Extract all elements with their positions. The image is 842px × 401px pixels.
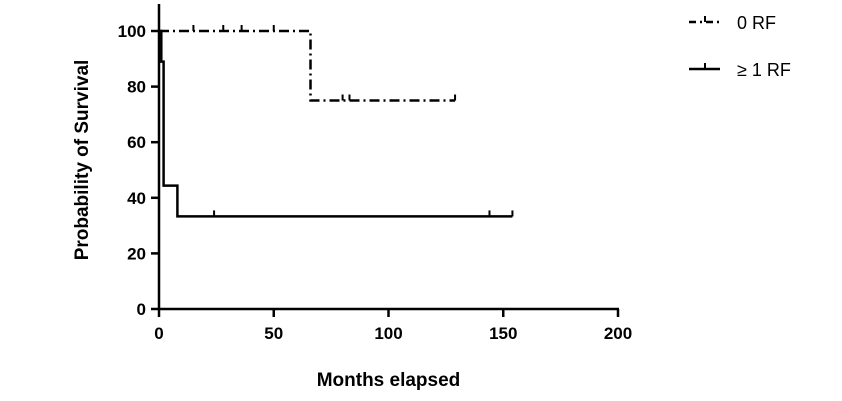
- series-zero-rf: [159, 25, 457, 102]
- legend-item: 0 RF: [689, 13, 776, 33]
- x-axis-title: Months elapsed: [317, 370, 461, 391]
- y-tick-label: 60: [127, 133, 146, 152]
- y-tick-label: 20: [127, 244, 146, 263]
- x-tick-label: 200: [604, 324, 632, 343]
- y-axis-title: Probability of Survival: [72, 60, 93, 261]
- survival-step-line: [159, 29, 456, 102]
- x-tick-label: 0: [154, 324, 163, 343]
- y-tick-label: 0: [137, 300, 146, 319]
- legend-label: ≥ 1 RF: [737, 60, 791, 80]
- legend-item: ≥ 1 RF: [689, 60, 791, 80]
- x-tick-label: 100: [374, 324, 402, 343]
- axes: 0 50 100 150 200 0 20 40 60 80 100: [118, 4, 632, 343]
- series-layer: [159, 25, 514, 218]
- legend-label: 0 RF: [737, 13, 776, 33]
- survival-step-line: [159, 29, 513, 218]
- y-tick-label: 80: [127, 78, 146, 97]
- y-tick-label: 100: [118, 22, 146, 41]
- legend: 0 RF ≥ 1 RF: [689, 13, 791, 80]
- x-tick-label: 50: [264, 324, 283, 343]
- series-one-plus-rf: [159, 29, 514, 218]
- x-tick-label: 150: [489, 324, 517, 343]
- y-tick-label: 40: [127, 189, 146, 208]
